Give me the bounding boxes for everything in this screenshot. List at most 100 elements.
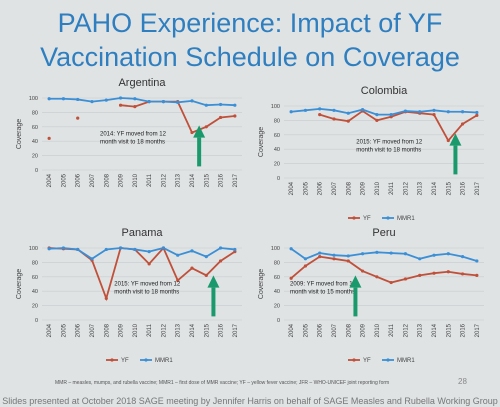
legend-label: YF — [363, 358, 371, 364]
y-tick-label: 60 — [32, 125, 38, 131]
x-tick-label: 2006 — [76, 173, 82, 187]
data-point-yf — [303, 264, 308, 268]
data-point-mmr1 — [432, 108, 436, 112]
data-point-yf — [289, 276, 293, 280]
x-tick-label: 2012 — [161, 173, 167, 187]
chart-title: Argentina — [118, 77, 166, 89]
legend-marker-mmr1 — [386, 358, 390, 362]
series-line-mmr1 — [291, 107, 477, 116]
y-axis-label: Coverage — [258, 127, 265, 157]
page-number: 28 — [458, 377, 467, 386]
x-tick-label: 2009 — [119, 323, 125, 337]
y-tick-label: 40 — [274, 289, 280, 295]
data-point-yf — [318, 113, 322, 117]
series-line-mmr1 — [49, 97, 235, 107]
arrow-shaft — [453, 145, 458, 175]
data-point-yf — [233, 114, 237, 118]
x-tick-label: 2013 — [176, 173, 182, 187]
data-point-mmr1 — [375, 250, 379, 254]
data-point-mmr1 — [118, 96, 123, 100]
data-point-yf — [204, 273, 208, 277]
chart-panel-panama: Panama 0 20 40 60 80 100 Coverage 2004 2005 2006 20… — [10, 224, 250, 374]
slide-title-line-1: PAHO Experience: Impact of YF — [57, 8, 443, 38]
x-tick-label: 2017 — [233, 173, 239, 187]
data-point-mmr1 — [76, 247, 80, 252]
x-tick-label: 2006 — [76, 323, 82, 337]
y-tick-label: 100 — [29, 246, 38, 252]
y-tick-label: 60 — [274, 133, 280, 139]
data-point-mmr1 — [190, 249, 194, 253]
data-point-mmr1 — [104, 247, 108, 252]
x-tick-label: 2007 — [332, 323, 338, 337]
data-point-mmr1 — [332, 253, 336, 257]
data-point-yf — [375, 118, 379, 122]
data-point-mmr1 — [190, 99, 194, 103]
legend-label: MMR1 — [397, 358, 415, 364]
y-tick-label: 0 — [35, 318, 38, 324]
arrow-icon — [207, 275, 220, 317]
data-point-mmr1 — [418, 110, 422, 114]
data-point-mmr1 — [104, 98, 108, 102]
chart-title: Colombia — [361, 85, 408, 97]
x-tick-label: 2011 — [147, 323, 153, 337]
data-point-yf — [147, 262, 151, 266]
data-point-mmr1 — [318, 107, 322, 111]
data-point-mmr1 — [133, 247, 137, 252]
data-point-yf — [332, 117, 336, 121]
slide-title-line-2: Vaccination Schedule on Coverage — [40, 42, 460, 72]
data-point-mmr1 — [403, 109, 408, 113]
x-tick-label: 2005 — [61, 173, 67, 187]
x-tick-label: 2013 — [418, 181, 424, 195]
chart-panel-peru: Peru 0 20 40 60 80 100 Coverage 2004 2005 2006 2007… — [252, 224, 492, 374]
y-tick-label: 80 — [32, 260, 38, 266]
data-point-yf — [104, 296, 108, 300]
data-point-mmr1 — [418, 257, 422, 261]
legend-marker-yf — [110, 358, 114, 362]
data-point-yf — [375, 275, 379, 279]
y-axis-label: Coverage — [16, 269, 23, 299]
x-tick-label: 2009 — [361, 323, 367, 337]
x-tick-label: 2012 — [403, 323, 409, 337]
data-point-yf — [204, 125, 208, 129]
data-point-mmr1 — [346, 254, 350, 258]
x-tick-label: 2004 — [289, 181, 295, 195]
data-point-yf — [403, 277, 408, 281]
chart-peru: Peru 0 20 40 60 80 100 Coverage 2004 2005 2006 2007… — [258, 227, 484, 364]
arrow-head — [193, 125, 206, 138]
data-point-mmr1 — [460, 110, 465, 114]
legend-marker-yf — [352, 358, 356, 362]
arrow-icon — [349, 275, 362, 317]
x-tick-label: 2016 — [461, 181, 467, 195]
data-point-mmr1 — [161, 246, 166, 250]
x-tick-label: 2008 — [104, 323, 110, 337]
x-tick-label: 2011 — [147, 173, 153, 187]
data-point-yf — [432, 113, 436, 117]
x-tick-label: 2005 — [303, 323, 309, 337]
data-point-mmr1 — [147, 100, 151, 104]
data-point-yf — [332, 257, 336, 261]
legend-marker-mmr1 — [144, 358, 148, 362]
data-point-mmr1 — [61, 246, 66, 250]
annotation-text: 2015: YF moved from 12 month visit to 18 … — [114, 281, 181, 295]
data-point-mmr1 — [289, 247, 293, 251]
data-point-yf — [218, 115, 223, 120]
data-point-yf — [432, 271, 436, 275]
annotation-text: 2014: YF moved from 12 month visit to 18 … — [100, 131, 167, 145]
arrow-head — [349, 275, 362, 288]
data-point-mmr1 — [360, 252, 365, 256]
x-tick-label: 2015 — [204, 173, 210, 187]
legend-label: MMR1 — [155, 358, 173, 364]
data-point-yf — [346, 119, 350, 123]
y-axis-label: Coverage — [16, 119, 23, 149]
chart-title: Panama — [122, 227, 164, 239]
legend-label: YF — [363, 216, 371, 222]
data-point-yf — [318, 255, 322, 259]
data-point-yf — [190, 130, 194, 135]
data-point-mmr1 — [432, 253, 436, 257]
x-tick-label: 2015 — [446, 181, 452, 195]
data-point-mmr1 — [446, 252, 450, 256]
data-point-mmr1 — [233, 247, 237, 252]
y-tick-label: 80 — [274, 260, 280, 266]
arrow-icon — [449, 133, 462, 175]
arrow-head — [449, 133, 462, 146]
